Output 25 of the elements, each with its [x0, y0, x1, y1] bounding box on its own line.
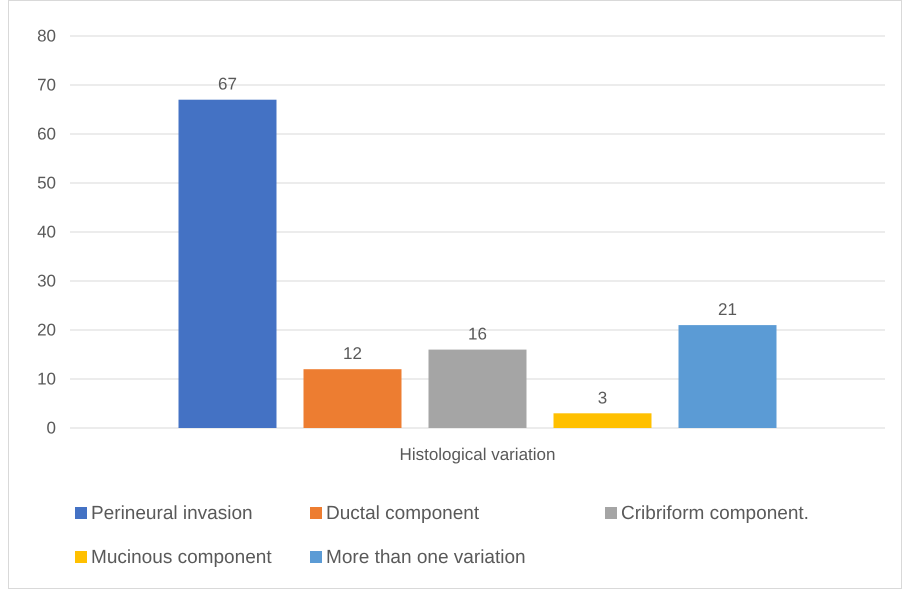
data-label: 3 — [598, 388, 608, 408]
data-label: 16 — [468, 324, 487, 344]
x-tick-label: Histological variation — [400, 445, 556, 464]
y-tick-label: 80 — [37, 26, 56, 46]
legend-label: Perineural invasion — [91, 503, 253, 524]
y-tick-label: 0 — [46, 418, 56, 438]
y-tick-label: 20 — [37, 320, 56, 340]
bar — [304, 369, 402, 428]
y-tick-label: 60 — [37, 124, 56, 144]
legend-label: Cribriform component. — [621, 503, 809, 524]
data-label: 21 — [718, 300, 737, 320]
y-tick-label: 50 — [37, 173, 56, 192]
legend-label: Ductal component — [326, 503, 480, 524]
legend-label: Mucinous component — [91, 547, 272, 568]
legend-label: More than one variation — [326, 547, 526, 568]
y-tick-label: 70 — [37, 75, 56, 94]
data-label: 67 — [218, 74, 237, 94]
data-label: 12 — [343, 344, 362, 364]
bar — [428, 350, 526, 428]
bar — [178, 100, 276, 428]
y-tick-label: 10 — [37, 369, 56, 388]
bar — [678, 325, 776, 428]
bar — [554, 413, 652, 428]
y-tick-label: 40 — [37, 222, 56, 242]
y-tick-label: 30 — [37, 271, 56, 290]
